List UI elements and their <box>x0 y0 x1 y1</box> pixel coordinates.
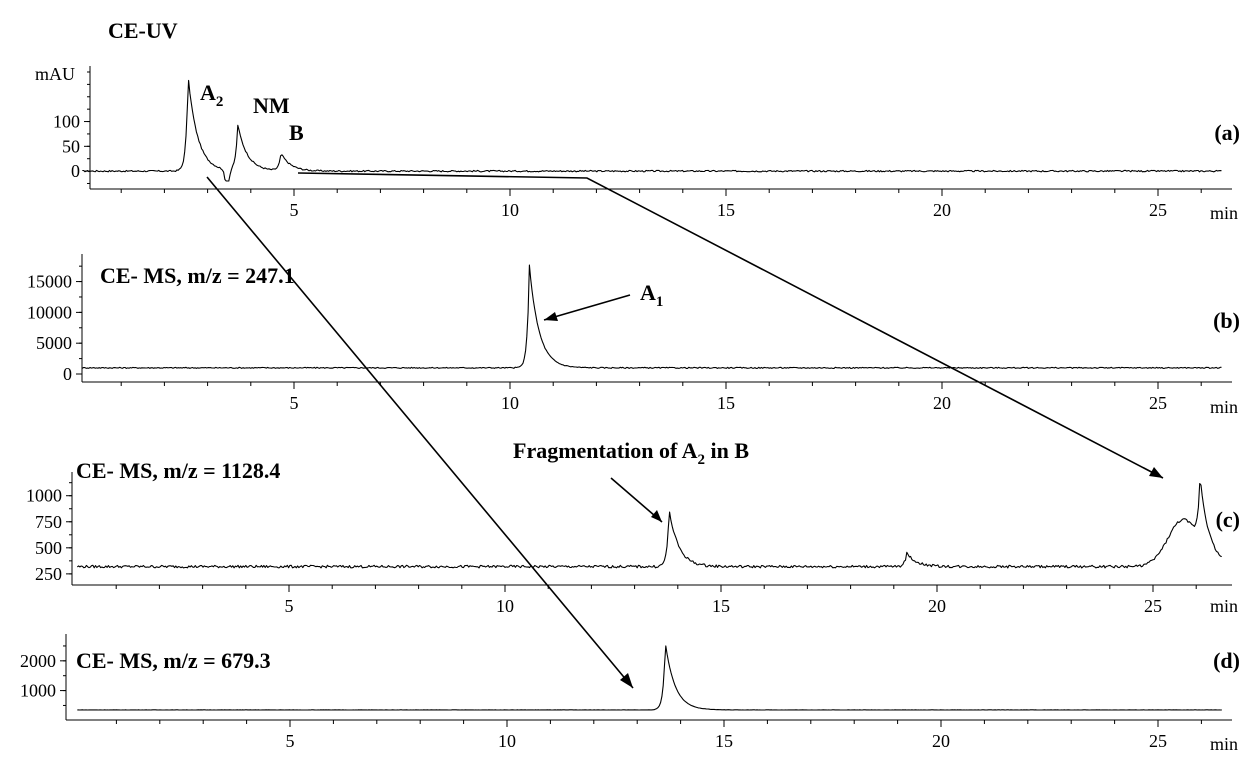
y-tick-label: 1000 <box>26 486 62 506</box>
cross-panel-arrows <box>206 172 1164 689</box>
peak-label: NM <box>253 93 290 118</box>
arrow-a1-head <box>544 312 558 321</box>
x-tick-label: 10 <box>501 200 519 220</box>
x-tick-label: 5 <box>290 200 299 220</box>
annotation-label: A1 <box>640 280 663 310</box>
signal-trace <box>82 264 1222 369</box>
y-tick-label: 750 <box>35 512 62 532</box>
y-tick-label: 50 <box>62 136 80 156</box>
signal-trace <box>77 645 1222 711</box>
x-tick-label: 25 <box>1149 731 1167 751</box>
panel-title: CE- MS, m/z = 679.3 <box>76 648 271 673</box>
x-tick-label: 15 <box>712 596 730 616</box>
panel-letter: (d) <box>1213 648 1240 673</box>
panel-c: 5 10 15 20 25 min 250 500 750 1000 CE- MS, m/z = 1… <box>26 438 1240 616</box>
panel-title: CE-UV <box>108 18 178 43</box>
annotation-subscript: 1 <box>656 294 664 310</box>
x-tick-label: 20 <box>933 200 951 220</box>
arrow-a2-to-d-peak <box>206 176 634 689</box>
x-tick-label: 20 <box>933 393 951 413</box>
peak-label: A2 <box>200 80 223 110</box>
y-tick-label: 2000 <box>20 651 56 671</box>
y-tick-label: 15000 <box>27 272 72 292</box>
x-tick-label: 25 <box>1144 596 1162 616</box>
peak-label-subscript: 2 <box>216 94 224 110</box>
annotation-subscript: 2 <box>698 452 706 468</box>
annotation-label: Fragmentation of A2 in B <box>513 438 749 468</box>
x-tick-label: 5 <box>285 596 294 616</box>
x-tick-label: 25 <box>1149 393 1167 413</box>
y-tick-label: 250 <box>35 564 62 584</box>
x-unit-label: min <box>1210 596 1238 616</box>
y-tick-label: 0 <box>63 364 72 384</box>
peak-label: B <box>289 120 304 145</box>
x-unit-label: min <box>1210 203 1238 223</box>
x-unit-label: min <box>1210 397 1238 417</box>
y-tick-label: 500 <box>35 538 62 558</box>
x-tick-label: 10 <box>501 393 519 413</box>
x-tick-label: 25 <box>1149 200 1167 220</box>
panel-letter: (b) <box>1213 308 1240 333</box>
arrow-a1-label <box>543 294 631 321</box>
x-tick-label: 15 <box>717 200 735 220</box>
x-tick-label: 5 <box>286 731 295 751</box>
panel-title: CE- MS, m/z = 1128.4 <box>76 458 280 483</box>
x-tick-label: 10 <box>498 731 516 751</box>
arrow-b-to-c-peak <box>297 172 1164 479</box>
x-tick-label: 5 <box>290 393 299 413</box>
panel-d: 5 10 15 20 25 min 1000 2000 CE- MS, m/z = 679.3 (… <box>20 634 1240 754</box>
panel-b: 5 10 15 20 25 min 0 5000 10000 15000 CE- MS, m/z =… <box>27 254 1240 417</box>
y-tick-label: 0 <box>71 161 80 181</box>
x-unit-label: min <box>1210 734 1238 754</box>
arrow-b-to-c-head <box>1149 467 1163 478</box>
x-tick-label: 15 <box>715 731 733 751</box>
x-tick-label: 20 <box>932 731 950 751</box>
y-tick-label: 5000 <box>36 333 72 353</box>
y-tick-label: 100 <box>53 112 80 132</box>
panel-a: 5 10 15 20 25 min 0 50 100 CE-UV mAU (a) A2 NMB <box>35 18 1240 223</box>
x-tick-label: 15 <box>717 393 735 413</box>
panel-letter: (a) <box>1214 120 1240 145</box>
arrow-a2-to-d-head <box>620 673 633 688</box>
y-tick-label: 1000 <box>20 681 56 701</box>
y-axis-label: mAU <box>35 64 75 84</box>
signal-trace <box>82 79 1222 182</box>
panel-title: CE- MS, m/z = 247.1 <box>100 263 295 288</box>
annotation-tail: in B <box>705 438 749 463</box>
panel-letter: (c) <box>1216 507 1240 532</box>
arrow-fragmentation-head <box>651 510 662 522</box>
signal-trace <box>76 482 1222 569</box>
x-tick-label: 10 <box>496 596 514 616</box>
y-tick-label: 10000 <box>27 302 72 322</box>
x-tick-label: 20 <box>928 596 946 616</box>
